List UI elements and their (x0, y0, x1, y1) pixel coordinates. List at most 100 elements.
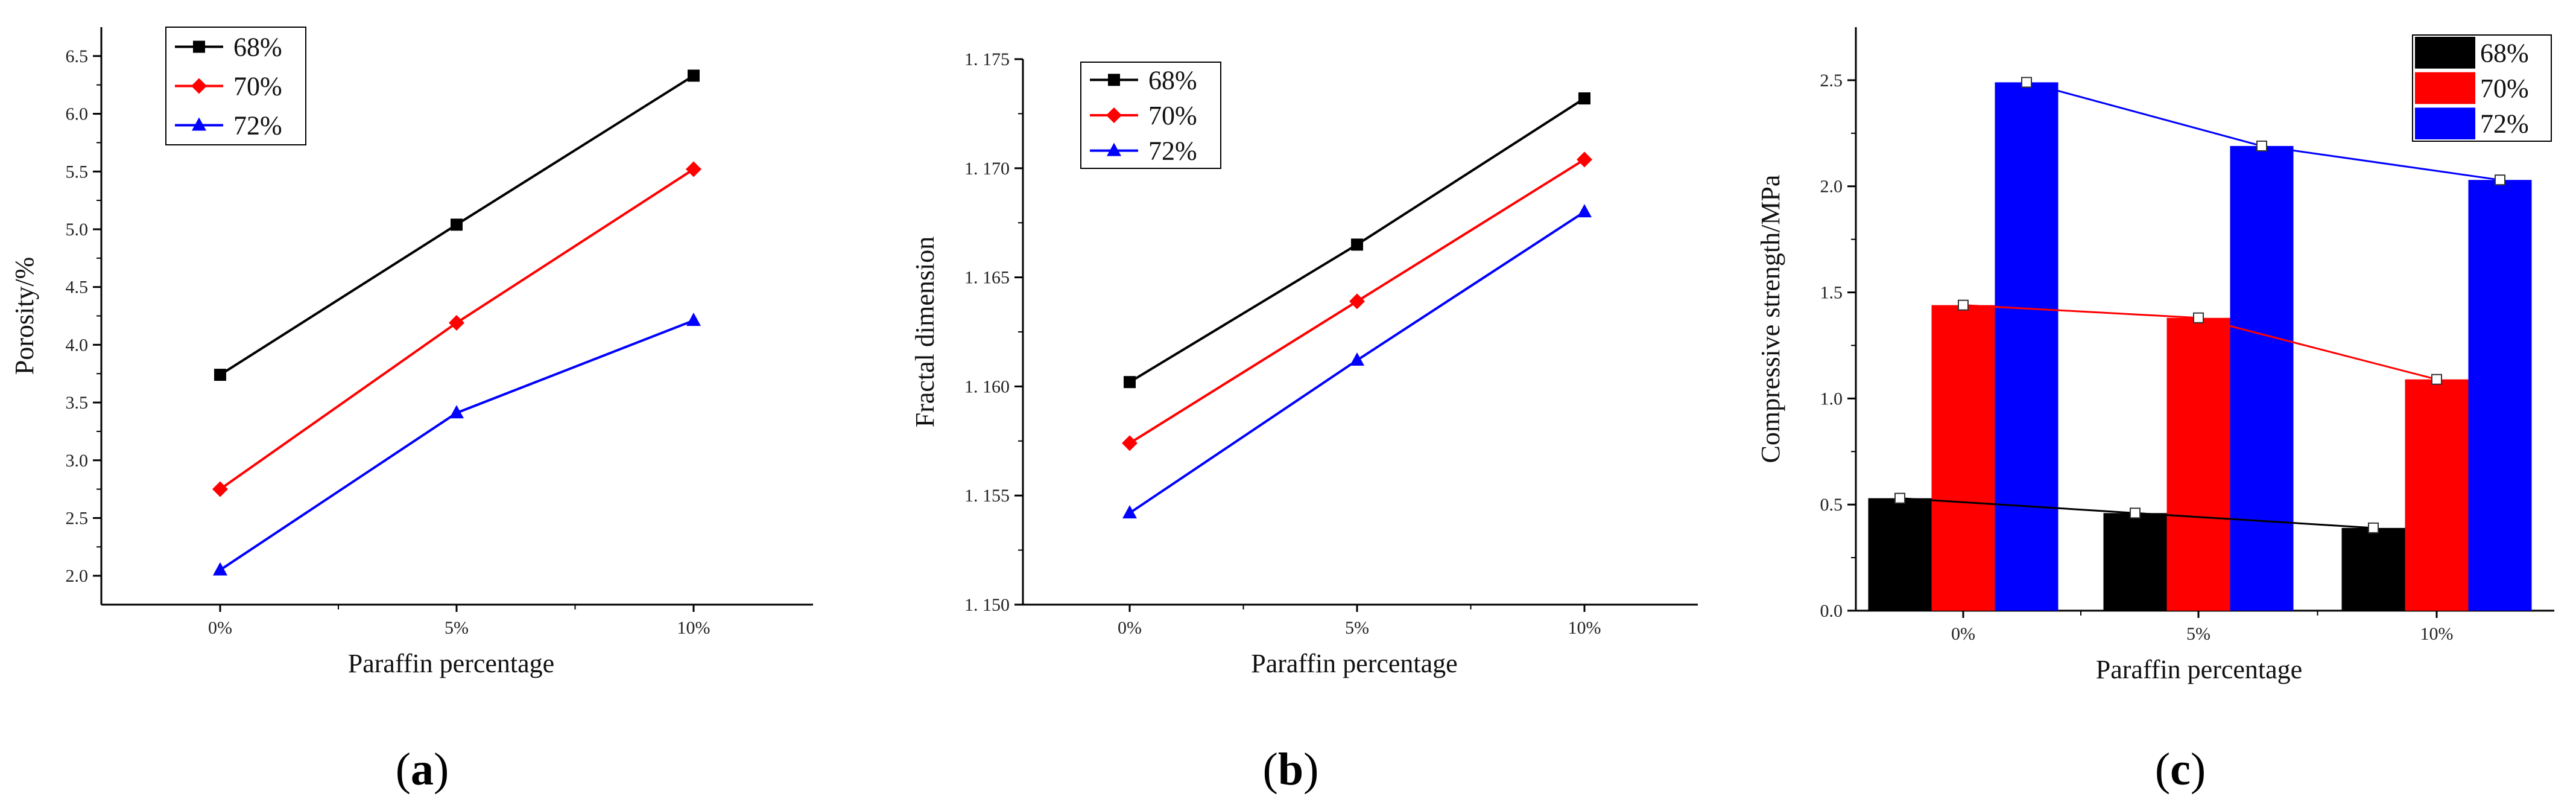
trend-point-68%-0% (1894, 492, 1905, 504)
x-tick-label: 0% (1951, 624, 1975, 644)
y-tick-label: 3.5 (66, 393, 89, 413)
y-axis-label: Porosity/% (10, 257, 39, 375)
y-tick-label: 2.5 (1820, 71, 1843, 91)
y-tick-label: 1. 165 (964, 268, 1010, 288)
legend-label-72%: 72% (233, 111, 282, 141)
y-tick-label: 1. 170 (964, 159, 1010, 179)
x-tick-label: 10% (2420, 624, 2454, 644)
data-point-70%-10% (686, 161, 701, 177)
y-tick-label: 0.5 (1820, 495, 1843, 515)
y-axis-label: Compressive strength/MPa (1756, 175, 1785, 463)
y-tick-label: 3.0 (66, 451, 89, 471)
data-point-68%-10% (688, 69, 700, 82)
data-point-72%-0% (213, 562, 227, 576)
data-point-68%-0% (214, 369, 226, 381)
y-tick-label: 4.0 (66, 335, 89, 355)
chart-panel-c: 0.0 0.5 1.0 1.5 2.0 2.5 0% 5% 10% Paraffin percen… (1756, 27, 2554, 684)
caption-c: (c) (2155, 744, 2206, 795)
chart-panel-b: 1. 150 1. 155 1. 160 1. 165 1. 170 1. 175 0% 5%… (910, 49, 1698, 678)
y-tick-label: 6.0 (66, 104, 89, 124)
legend-marker-68% (1108, 74, 1120, 86)
x-tick-label: 10% (677, 618, 710, 638)
y-tick-label: 5.0 (66, 220, 89, 240)
y-tick-label: 2.0 (1820, 177, 1843, 197)
bar-70%-5% (2166, 317, 2230, 611)
data-point-70%-5% (449, 314, 464, 331)
legend-marker-70% (1106, 107, 1122, 123)
trend-point-72%-10% (2495, 174, 2505, 186)
x-tick-label: 5% (1345, 618, 1369, 638)
y-tick-label: 0.0 (1820, 601, 1843, 621)
legend: 68% 70% 72% (1080, 62, 1221, 169)
y-tick-label: 4.5 (66, 278, 89, 297)
legend-swatch-68% (2415, 37, 2475, 69)
data-point-68%-10% (1578, 92, 1590, 105)
trend-point-72%-5% (2256, 140, 2267, 151)
caption-b: (b) (1263, 744, 1319, 795)
data-point-72%-10% (686, 313, 701, 326)
legend-marker-72% (192, 117, 206, 131)
bar-72%-0% (1995, 82, 2059, 611)
trend-point-70%-0% (1958, 299, 1969, 311)
legend-label-68%: 68% (2480, 38, 2529, 68)
data-point-70%-0% (212, 481, 228, 497)
x-axis-label: Paraffin percentage (348, 649, 554, 678)
y-tick-label: 2.5 (66, 508, 89, 528)
legend-label-72%: 72% (2480, 109, 2529, 139)
legend: 68% 70% 72% (2412, 34, 2552, 142)
legend-label-68%: 68% (1148, 65, 1197, 95)
caption-c-letter: c (2170, 744, 2191, 795)
legend-label-70%: 70% (2480, 74, 2529, 103)
y-tick-label: 5.5 (66, 162, 89, 182)
y-tick-label: 1. 160 (964, 377, 1010, 396)
legend-label-72%: 72% (1148, 136, 1197, 166)
data-point-72%-5% (1350, 352, 1364, 366)
legend-swatch-70% (2415, 72, 2475, 104)
trend-point-68%-10% (2368, 522, 2379, 533)
data-point-72%-0% (1122, 505, 1137, 519)
x-axis-label: Paraffin percentage (1251, 649, 1457, 678)
legend-swatch-72% (2415, 107, 2475, 139)
caption-b-letter: b (1278, 744, 1303, 795)
bar-68%-10% (2341, 527, 2405, 611)
chart-panel-a: 2.0 2.5 3.0 3.5 4.0 4.5 5.0 5.5 6.0 6.5 0% 5% 10% Par… (10, 27, 813, 678)
trend-point-70%-10% (2431, 374, 2442, 385)
caption-a-letter: a (411, 744, 434, 795)
data-point-68%-5% (1351, 238, 1363, 251)
legend-label-70%: 70% (1148, 101, 1197, 130)
y-tick-label: 1. 175 (964, 49, 1010, 69)
caption-a: (a) (396, 744, 449, 795)
data-point-72%-10% (1577, 204, 1592, 218)
data-point-70%-5% (1349, 293, 1365, 310)
series-line-72% (219, 319, 694, 571)
y-axis-label: Fractal dimension (910, 237, 940, 428)
y-tick-label: 1.0 (1820, 389, 1843, 409)
x-tick-label: 0% (208, 618, 232, 638)
x-tick-label: 5% (445, 618, 469, 638)
data-point-70%-0% (1122, 435, 1138, 451)
y-tick-label: 1. 150 (964, 595, 1010, 615)
y-tick-label: 6.5 (66, 46, 89, 66)
bar-70%-10% (2405, 379, 2469, 611)
legend-marker-68% (193, 40, 205, 53)
x-tick-label: 10% (1568, 618, 1601, 638)
y-tick-label: 2.0 (66, 566, 89, 586)
bar-70%-0% (1931, 305, 1995, 611)
bar-68%-0% (1868, 498, 1932, 611)
y-tick-label: 1.5 (1820, 283, 1843, 303)
bar-72%-10% (2468, 180, 2532, 611)
trend-point-72%-0% (2021, 77, 2032, 88)
legend-label-70%: 70% (233, 72, 282, 101)
x-axis-label: Paraffin percentage (2096, 655, 2302, 684)
legend: 68% 70% 72% (165, 27, 306, 145)
x-tick-label: 5% (2186, 624, 2210, 644)
legend-marker-70% (191, 78, 207, 94)
data-point-68%-0% (1124, 376, 1136, 389)
bar-68%-5% (2103, 513, 2167, 611)
y-tick-label: 1. 155 (964, 486, 1010, 506)
legend-label-68%: 68% (233, 33, 282, 62)
data-point-70%-10% (1577, 151, 1592, 168)
bar-72%-5% (2230, 145, 2294, 611)
data-point-68%-5% (451, 218, 463, 231)
